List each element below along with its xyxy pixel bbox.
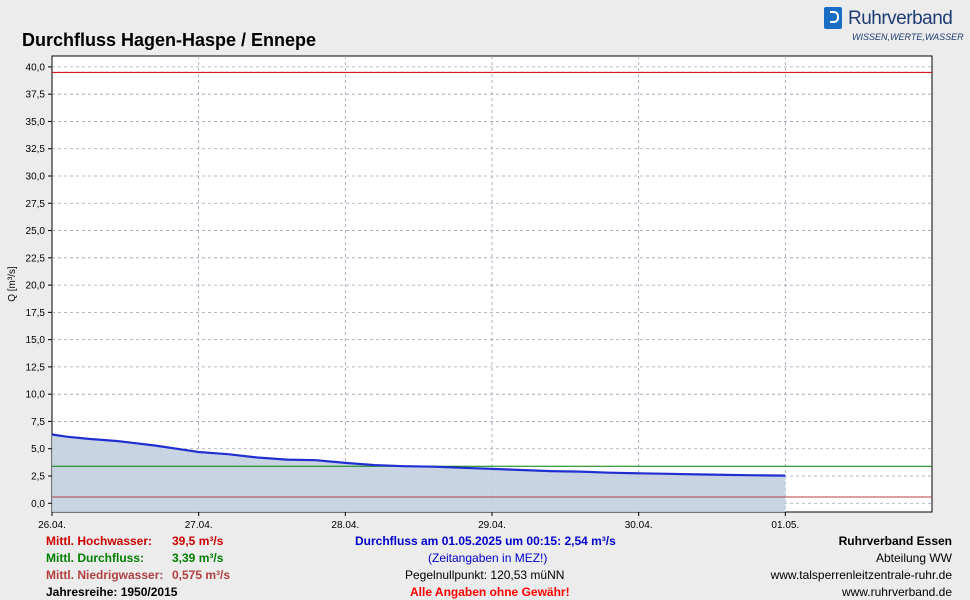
hochwasser-value: 39,5 m³/s [172,534,224,548]
y-tick-label: 7,5 [31,417,45,428]
x-tick-label: 30.04. [625,520,653,531]
y-tick-label: 40,0 [26,62,46,73]
discharge-line [51,433,786,477]
y-tick-label: 22,5 [26,253,46,264]
y-tick-label: 27,5 [26,199,46,210]
y-tick-label: 35,0 [26,117,46,128]
x-tick-label: 29.04. [478,520,506,531]
y-tick-label: 20,0 [26,281,46,292]
org-name: Ruhrverband Essen [838,534,952,548]
y-tick-label: 2,5 [31,472,45,483]
logo-name: Ruhrverband [848,8,953,29]
x-tick-label: 26.04. [38,520,66,531]
y-tick-label: 5,0 [31,444,45,455]
current-discharge: Durchfluss am 01.05.2025 um 00:15: 2,54 … [355,534,616,548]
niedrigwasser-value: 0,575 m³/s [172,568,231,582]
y-tick-label: 10,0 [26,390,46,401]
org-dept: Abteilung WW [875,551,952,565]
ruhrverband-logo-icon [824,7,842,29]
niedrigwasser-label: Mittl. Niedrigwasser: [46,568,164,582]
x-tick-label: 01.05. [771,520,799,531]
y-axis-label: Q [m³/s] [7,266,18,302]
logo-slogan: WISSEN,WERTE,WASSER [852,32,964,42]
y-tick-label: 15,0 [26,335,46,346]
y-tick-label: 25,0 [26,226,46,237]
durchfluss-value: 3,39 m³/s [172,551,224,565]
x-tick-label: 28.04. [331,520,359,531]
chart-title: Durchfluss Hagen-Haspe / Ennepe [22,30,317,50]
y-tick-label: 30,0 [26,172,46,183]
y-tick-label: 37,5 [26,90,46,101]
y-tick-label: 12,5 [26,362,46,373]
jahresreihe: Jahresreihe: 1950/2015 [46,585,178,599]
timezone-note: (Zeitangaben in MEZ!) [428,551,548,565]
y-tick-label: 17,5 [26,308,46,319]
y-tick-label: 0,0 [31,499,45,510]
url-talsperren[interactable]: www.talsperrenleitzentrale-ruhr.de [770,568,952,582]
durchfluss-label: Mittl. Durchfluss: [46,551,144,565]
ruhrverband-logo: Ruhrverband WISSEN,WERTE,WASSER [822,6,964,46]
hochwasser-label: Mittl. Hochwasser: [46,534,153,548]
x-tick-label: 27.04. [185,520,213,531]
y-tick-label: 32,5 [26,144,46,155]
pegel-nullpunkt: Pegelnullpunkt: 120,53 müNN [405,568,565,582]
url-ruhrverband[interactable]: www.ruhrverband.de [841,585,952,599]
disclaimer: Alle Angaben ohne Gewähr! [410,585,570,599]
discharge-area [52,434,786,512]
